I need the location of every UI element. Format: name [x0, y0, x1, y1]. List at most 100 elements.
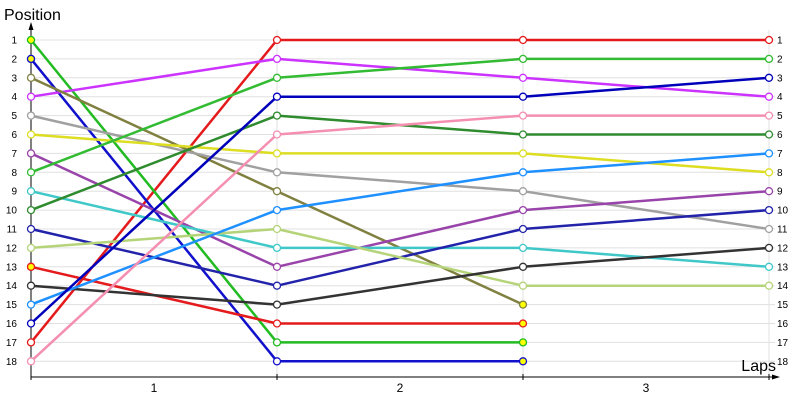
- series-marker: [272, 357, 282, 366]
- series-marker: [518, 168, 528, 177]
- series-marker: [764, 35, 774, 45]
- y-tick-label-right: 7: [777, 149, 783, 160]
- series-marker-start: [26, 35, 36, 45]
- y-tick-label-left: 5: [11, 111, 17, 122]
- y-tick-label-right: 12: [777, 243, 789, 254]
- series-marker: [26, 111, 36, 120]
- series-marker: [764, 187, 774, 196]
- series-marker: [26, 300, 36, 309]
- series-marker: [272, 35, 282, 45]
- y-tick-label-left: 16: [6, 319, 18, 330]
- x-tick-label: 3: [643, 381, 650, 395]
- series-line: [30, 57, 769, 174]
- y-tick-label-left: 14: [6, 281, 18, 292]
- series-marker: [518, 338, 528, 347]
- y-tick-label-right: 18: [777, 357, 789, 368]
- series-marker: [764, 54, 774, 64]
- series-marker: [764, 168, 774, 177]
- y-tick-label-right: 15: [777, 300, 789, 311]
- y-tick-label-right: 3: [777, 73, 783, 84]
- series-marker: [26, 243, 36, 253]
- y-tick-label-right: 17: [777, 338, 789, 349]
- y-tick-label-right: 6: [777, 130, 783, 141]
- series-marker: [272, 338, 282, 347]
- series-line: [30, 152, 770, 306]
- series-marker: [272, 168, 282, 177]
- y-tick-label-left: 2: [11, 54, 17, 65]
- series-marker: [26, 73, 36, 82]
- y-tick-label-right: 5: [777, 111, 783, 122]
- y-tick-label-right: 10: [777, 206, 789, 217]
- series-line: [30, 114, 769, 363]
- y-tick-label-right: 14: [777, 281, 789, 292]
- series-marker: [272, 300, 282, 309]
- y-axis-title: Position: [4, 7, 61, 24]
- series-marker: [26, 92, 36, 101]
- y-tick-label-left: 17: [6, 338, 18, 349]
- y-tick-label-right: 13: [777, 262, 789, 273]
- y-tick-label-right: 8: [777, 168, 783, 179]
- y-tick-label-right: 4: [777, 92, 783, 103]
- series-marker: [518, 92, 528, 101]
- series-line: [30, 227, 769, 287]
- series-marker: [764, 224, 774, 234]
- series-marker: [518, 243, 528, 253]
- series-marker: [518, 73, 528, 82]
- series-marker: [272, 130, 282, 139]
- axes: Position Laps: [4, 7, 780, 380]
- series-marker: [272, 319, 282, 328]
- series-marker: [26, 130, 36, 139]
- series-marker: [518, 187, 528, 196]
- series-marker: [764, 243, 774, 253]
- series-marker: [518, 111, 528, 120]
- series-line: [30, 76, 770, 325]
- series-marker: [272, 187, 282, 196]
- y-tick-label-left: 11: [7, 225, 18, 236]
- y-tick-label-left: 10: [6, 206, 18, 217]
- series-marker: [764, 281, 774, 290]
- y-tick-label-right: 1: [777, 36, 783, 47]
- y-tick-label-left: 3: [11, 73, 17, 84]
- y-tick-label-left: 7: [11, 149, 17, 160]
- series-marker: [26, 205, 36, 215]
- series-marker: [26, 319, 36, 328]
- series-marker: [518, 319, 528, 328]
- series-marker: [518, 130, 528, 139]
- series-marker: [764, 149, 774, 158]
- series-marker: [26, 224, 36, 234]
- y-tick-label-left: 1: [11, 36, 17, 47]
- series-marker: [518, 54, 528, 64]
- y-tick-label-right: 9: [777, 187, 783, 198]
- series-marker: [272, 281, 282, 290]
- series-marker: [518, 35, 528, 45]
- x-axis-title: Laps: [741, 358, 776, 375]
- series-marker: [518, 205, 528, 215]
- series-marker: [26, 281, 36, 290]
- series-marker: [518, 300, 528, 309]
- y-tick-label-left: 13: [6, 262, 18, 273]
- y-tick-label-right: 11: [777, 225, 788, 236]
- series-marker: [26, 149, 36, 158]
- series-marker: [764, 92, 774, 101]
- y-tick-label-right: 16: [777, 319, 789, 330]
- series-marker: [272, 54, 282, 64]
- series-marker: [272, 73, 282, 82]
- series-markers: [26, 35, 774, 366]
- y-tick-label-left: 8: [11, 168, 17, 179]
- series-marker: [518, 224, 528, 234]
- y-tick-label-left: 18: [6, 357, 18, 368]
- series-lines: [30, 38, 770, 363]
- series-marker: [518, 357, 528, 366]
- y-tick-label-left: 4: [11, 92, 17, 103]
- series-marker: [764, 73, 774, 82]
- y-tick-label-left: 6: [11, 130, 17, 141]
- series-marker: [26, 338, 36, 347]
- series-marker: [272, 262, 282, 271]
- y-tick-label-right: 2: [777, 54, 783, 65]
- series-marker: [272, 243, 282, 253]
- series-marker: [518, 281, 528, 290]
- series-marker: [764, 130, 774, 139]
- series-marker-start: [26, 262, 36, 271]
